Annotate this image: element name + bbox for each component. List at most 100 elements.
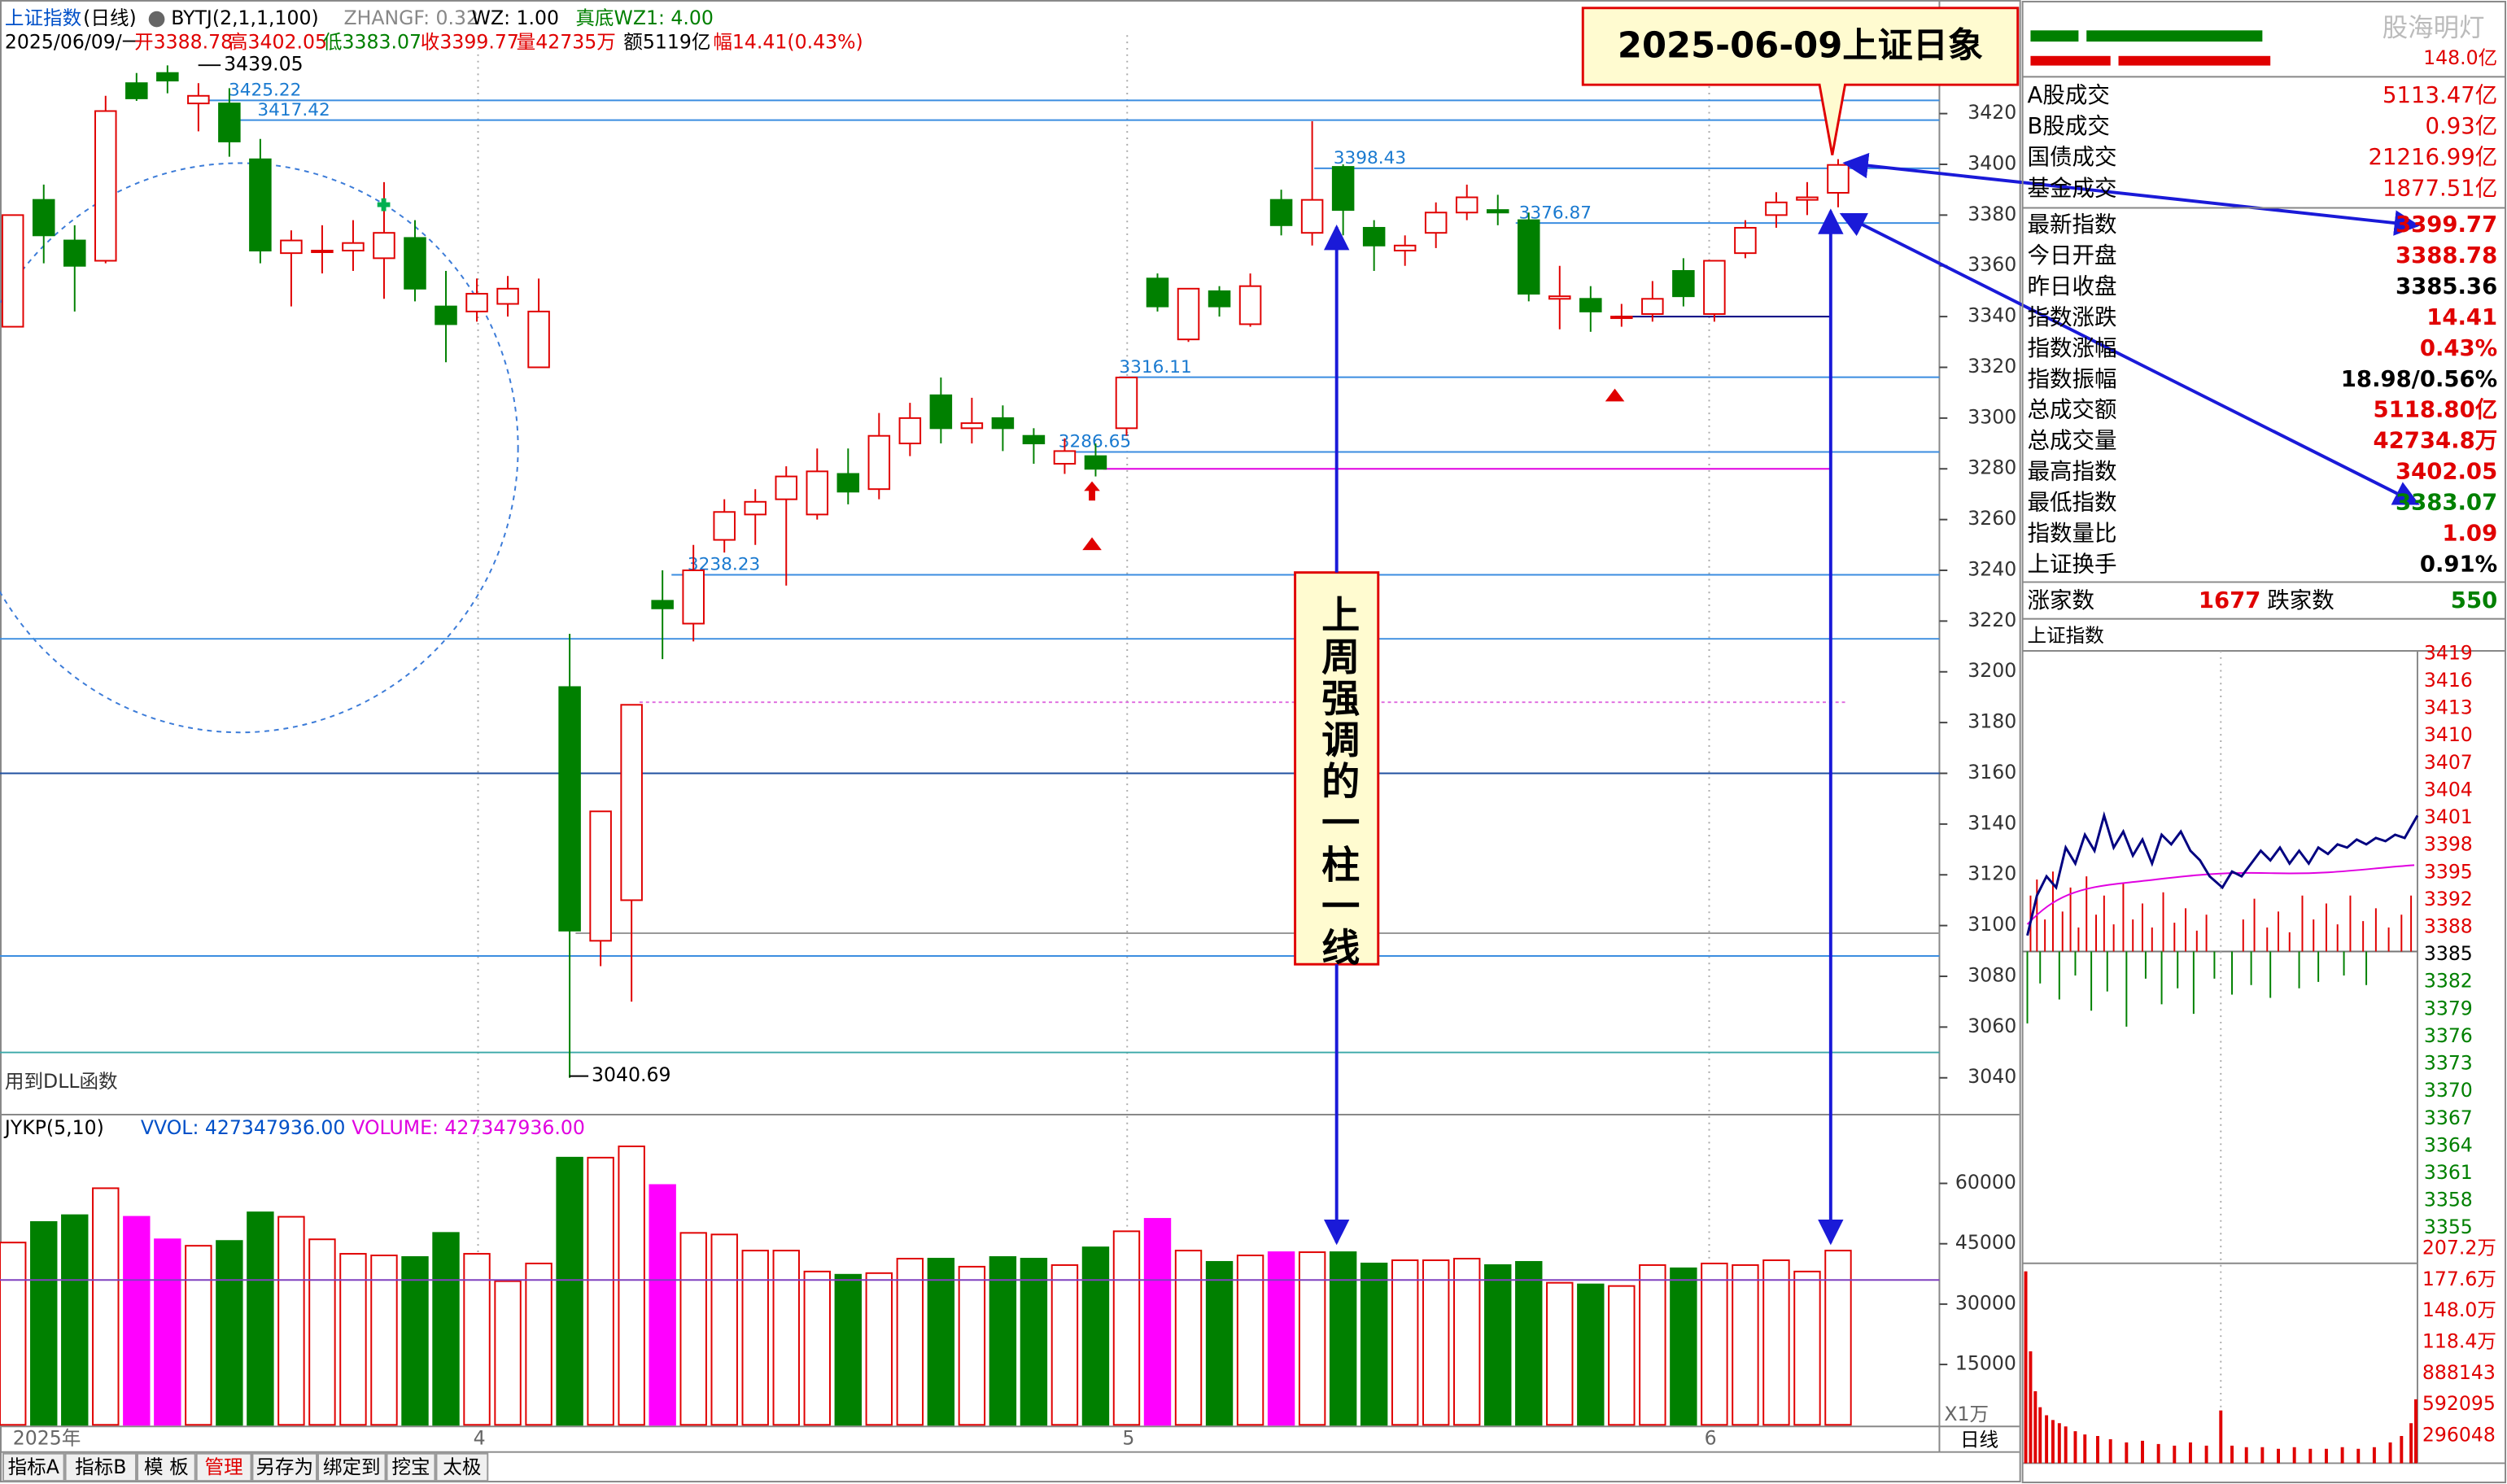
candle-body <box>589 810 612 942</box>
header-amount: 额5119亿 <box>623 31 710 54</box>
candle-body <box>1703 260 1726 315</box>
candle-body <box>249 158 272 252</box>
candle-body <box>1486 209 1509 214</box>
tab[interactable] <box>64 1452 138 1482</box>
y-tick-label: 3380 <box>1968 203 2016 225</box>
y-tick-label: 3120 <box>1968 862 2016 885</box>
volume-bar <box>834 1273 862 1426</box>
level-label: 3316.11 <box>1119 357 1191 378</box>
mini-price-label: 3410 <box>2424 723 2473 746</box>
candle-body <box>311 250 334 253</box>
header-wz1: 真底WZ1: 4.00 <box>575 7 714 29</box>
volume-bar <box>308 1238 336 1426</box>
tab[interactable] <box>435 1452 489 1482</box>
volume-bar <box>185 1245 212 1426</box>
y-tick-label: 45000 <box>1955 1231 2016 1254</box>
top-value: 148.0亿 <box>2423 46 2497 69</box>
y-tick-label: 30000 <box>1955 1291 2016 1314</box>
mini-price-label: 3388 <box>2424 914 2473 937</box>
volume-bar <box>1298 1251 1326 1426</box>
y-tick-label: 3140 <box>1968 811 2016 834</box>
mini-volume-label: 177.6万 <box>2422 1268 2496 1290</box>
volume-bar <box>865 1272 893 1426</box>
header-wz: WZ: 1.00 <box>472 7 559 29</box>
quote-value: 42734.8万 <box>2373 428 2497 454</box>
header-high: 高3402.05 <box>229 31 327 54</box>
quote-value: 1877.51亿 <box>2383 175 2497 201</box>
y-tick-label: 3200 <box>1968 659 2016 682</box>
mini-price-label: 3361 <box>2424 1161 2473 1184</box>
tab[interactable] <box>251 1452 318 1482</box>
quote-label: A股成交 <box>2028 82 2110 108</box>
volume-bar <box>92 1187 120 1426</box>
quote-value: 18.98/0.56% <box>2341 366 2497 392</box>
bar-deco <box>2030 55 2111 66</box>
volume-bar <box>1236 1255 1264 1426</box>
volume-bar <box>1484 1264 1512 1426</box>
volume-bar <box>1670 1267 1697 1426</box>
candle-body <box>187 94 210 105</box>
volume-bar <box>494 1280 522 1426</box>
y-tick-label: 3180 <box>1968 710 2016 733</box>
mini-volume-label: 888143 <box>2422 1361 2496 1384</box>
y-tick-label: 3340 <box>1968 304 2016 327</box>
volume-bar <box>772 1250 800 1426</box>
y-tick-label: 3060 <box>1968 1015 2016 1037</box>
quote-value: 3388.78 <box>2396 242 2497 268</box>
mini-price-label: 3358 <box>2424 1189 2473 1211</box>
volume-bar <box>741 1250 769 1426</box>
quote-value: 1.09 <box>2442 520 2497 546</box>
x-label: 5 <box>1122 1426 1134 1449</box>
main-frame <box>0 0 2021 1483</box>
header-vol: 量42735万 <box>517 31 616 54</box>
volume-bar <box>1174 1250 1203 1426</box>
quote-label: 指数量比 <box>2028 520 2117 546</box>
mini-price-label: 3370 <box>2424 1079 2473 1102</box>
mini-price-label: 3416 <box>2424 669 2473 692</box>
intraday-chart <box>2022 650 2419 1464</box>
level-label: 3286.65 <box>1059 432 1131 452</box>
volume-bar <box>1267 1251 1295 1426</box>
y-tick-label: 15000 <box>1955 1352 2016 1375</box>
y-tick-label: 3220 <box>1968 609 2016 631</box>
candle-body <box>280 239 303 255</box>
breadth-value: 1677 <box>2199 587 2261 613</box>
quote-label: 最新指数 <box>2028 212 2117 238</box>
candle-body <box>651 600 674 609</box>
quote-value: 3383.07 <box>2396 490 2497 516</box>
volume-bar <box>1762 1259 1790 1426</box>
annotation-box <box>1581 7 2020 155</box>
tab[interactable] <box>2 1452 65 1482</box>
tab[interactable] <box>137 1452 196 1482</box>
mini-price-label: 3367 <box>2424 1106 2473 1129</box>
candle-body <box>1579 298 1602 312</box>
candle-body <box>1734 226 1757 255</box>
tab-label: 绑定到 <box>323 1456 381 1478</box>
low-label: 3040.69 <box>592 1063 671 1086</box>
quote-value: 14.41 <box>2426 304 2497 330</box>
header-low: 低3383.07 <box>323 31 421 54</box>
volume-bar <box>1050 1264 1079 1426</box>
candle-body <box>1331 166 1355 212</box>
tab-label: 管理 <box>205 1456 243 1478</box>
candle-body <box>342 242 365 252</box>
volume-bar <box>1577 1283 1605 1426</box>
volume-bar <box>339 1253 367 1426</box>
tab[interactable] <box>195 1452 252 1482</box>
arrows <box>1323 152 2421 1246</box>
volume-bar <box>525 1262 553 1426</box>
volume-bar <box>1081 1246 1110 1426</box>
note-box <box>1294 571 1380 966</box>
candle-body <box>867 434 891 491</box>
candle-body <box>1022 434 1046 445</box>
tab[interactable] <box>317 1452 387 1482</box>
tab[interactable] <box>386 1452 436 1482</box>
mini-price-label: 3404 <box>2424 778 2473 801</box>
period-tab: 日线 <box>1960 1428 1998 1451</box>
mini-price-label: 3376 <box>2424 1024 2473 1047</box>
volume-bar <box>649 1184 676 1426</box>
y-tick-label: 3400 <box>1968 151 2016 174</box>
mini-price-label: 3407 <box>2424 751 2473 774</box>
y-tick-label: 3280 <box>1968 456 2016 479</box>
candle-body <box>1269 199 1293 226</box>
